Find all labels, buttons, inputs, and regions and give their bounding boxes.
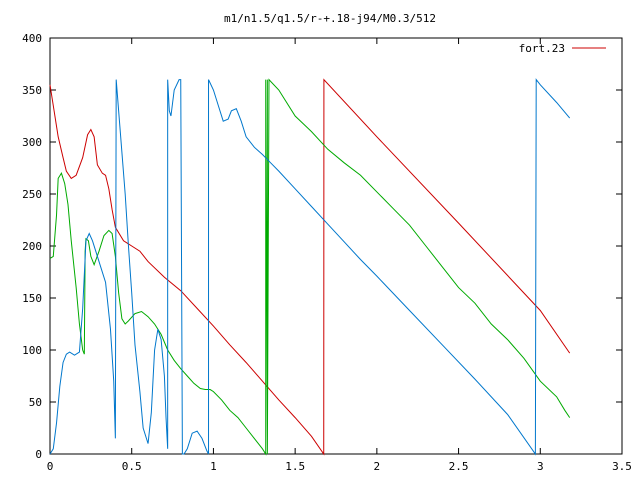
chart-title: m1/n1.5/q1.5/r-+.18-j94/M0.3/512 — [224, 12, 436, 25]
y-tick-label: 100 — [22, 344, 42, 357]
y-tick-label: 150 — [22, 292, 42, 305]
y-tick-label: 50 — [29, 396, 42, 409]
x-tick-label: 2.5 — [449, 460, 469, 473]
y-axis: 0 50 100 150 200 250 300 350 400 — [22, 32, 622, 461]
x-tick-label: 2 — [374, 460, 381, 473]
y-tick-label: 350 — [22, 84, 42, 97]
x-tick-label: 0.5 — [122, 460, 142, 473]
y-tick-label: 300 — [22, 136, 42, 149]
x-tick-label: 3 — [537, 460, 544, 473]
x-tick-label: 0 — [47, 460, 54, 473]
y-tick-label: 200 — [22, 240, 42, 253]
x-axis: 0 0.5 1 1.5 2 2.5 3 3.5 — [47, 38, 632, 473]
x-tick-label: 1.5 — [285, 460, 305, 473]
series-line-2 — [49, 78, 571, 456]
x-tick-label: 3.5 — [612, 460, 632, 473]
y-tick-label: 400 — [22, 32, 42, 45]
y-tick-label: 0 — [35, 448, 42, 461]
legend: fort.23 — [519, 42, 606, 55]
legend-label: fort.23 — [519, 42, 565, 55]
y-tick-label: 250 — [22, 188, 42, 201]
x-tick-label: 1 — [210, 460, 217, 473]
series-line-0 — [49, 78, 571, 456]
series-layer — [49, 78, 571, 456]
